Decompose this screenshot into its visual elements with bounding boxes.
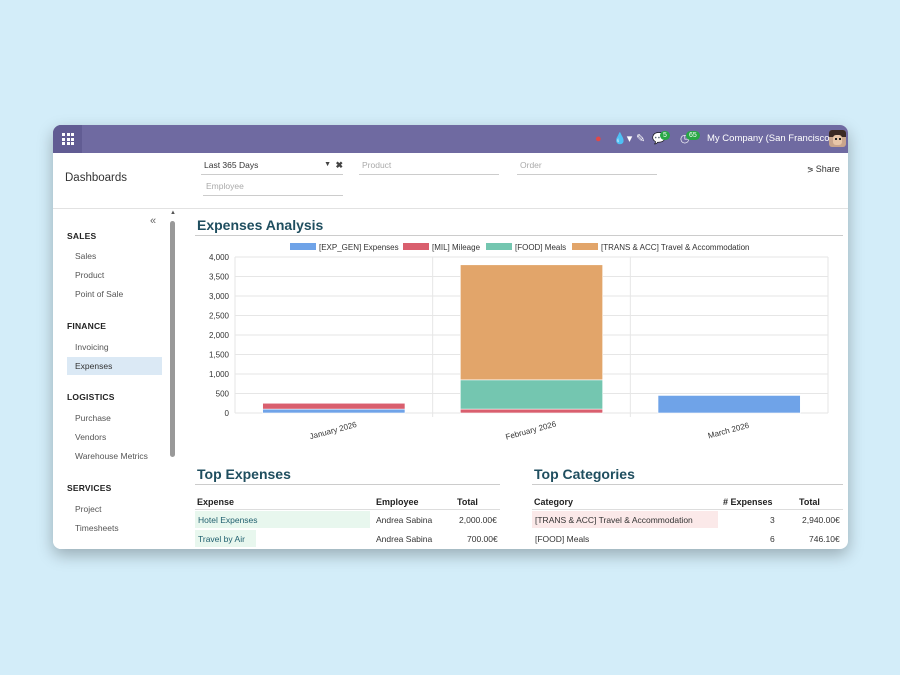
- product-filter[interactable]: Product: [359, 157, 499, 175]
- x-tick-label: February 2026: [505, 419, 558, 441]
- bar-segment: [460, 408, 603, 414]
- order-filter[interactable]: Order: [517, 157, 657, 175]
- category-name[interactable]: [FOOD] Meals: [535, 534, 590, 544]
- top-categories-title: Top Categories: [534, 466, 635, 482]
- legend-swatch: [572, 243, 598, 250]
- y-tick-label: 0: [225, 409, 230, 418]
- sidebar-section-sales: SALES: [67, 231, 97, 241]
- expense-total: 700.00€: [467, 534, 498, 544]
- category-share-bar: [532, 511, 718, 528]
- share-button[interactable]: ⪖ Share: [807, 164, 840, 174]
- legend-swatch: [486, 243, 512, 250]
- pencil-icon[interactable]: ✎: [636, 133, 646, 145]
- employee-name: Andrea Sabina: [376, 534, 433, 544]
- y-tick-label: 3,500: [209, 273, 230, 282]
- divider: [532, 509, 843, 510]
- sidebar-item-vendors[interactable]: Vendors: [75, 432, 107, 442]
- bar-segment: [262, 408, 406, 414]
- y-tick-label: 1,500: [209, 351, 230, 360]
- legend-swatch: [290, 243, 316, 250]
- sidebar-item-sales[interactable]: Sales: [75, 251, 97, 261]
- bug-icon[interactable]: ●: [595, 133, 602, 145]
- legend-label: [FOOD] Meals: [515, 243, 566, 252]
- legend-swatch: [403, 243, 429, 250]
- y-tick-label: 2,000: [209, 331, 230, 340]
- sidebar-item-expenses[interactable]: Expenses: [67, 357, 162, 375]
- sidebar-section-services: SERVICES: [67, 483, 112, 493]
- legend-label: [MIL] Mileage: [432, 243, 481, 252]
- category-name[interactable]: [TRANS & ACC] Travel & Accommodation: [535, 515, 693, 525]
- category-total: 746.10€: [809, 534, 840, 544]
- category-total: 2,940.00€: [802, 515, 840, 525]
- messages-count-badge: 5: [660, 131, 670, 140]
- column-header-expense-count[interactable]: # Expenses: [723, 497, 773, 507]
- sidebar-item-warehouse-metrics[interactable]: Warehouse Metrics: [75, 451, 148, 461]
- clock-icon[interactable]: ◷: [680, 133, 690, 145]
- sidebar-item-product[interactable]: Product: [75, 270, 105, 280]
- sidebar-item-project[interactable]: Project: [75, 504, 102, 514]
- y-tick-label: 1,000: [209, 370, 230, 379]
- close-icon[interactable]: ✖: [335, 160, 343, 170]
- expense-name[interactable]: Travel by Air: [198, 534, 245, 544]
- column-header-category[interactable]: Category: [534, 497, 574, 507]
- page-title: Dashboards: [65, 172, 128, 184]
- category-expense-count: 3: [770, 515, 775, 525]
- date-filter[interactable]: Last 365 Days ▼ ✖: [201, 157, 343, 175]
- divider: [195, 509, 500, 510]
- legend-label: [TRANS & ACC] Travel & Accommodation: [601, 243, 750, 252]
- x-tick-label: January 2026: [309, 420, 359, 441]
- share-icon: ⪖: [807, 165, 814, 174]
- category-expense-count: 6: [770, 534, 775, 544]
- top-navbar: ● 💧▾ ✎ 💬 5 ◷ 65 My Company (San Francisc…: [53, 125, 848, 153]
- sidebar-item-timesheets[interactable]: Timesheets: [75, 523, 119, 533]
- sidebar-scrollbar[interactable]: [170, 221, 175, 457]
- scroll-up-icon[interactable]: ▲: [170, 210, 176, 216]
- employee-filter[interactable]: Employee: [203, 178, 343, 196]
- control-panel: Dashboards Last 365 Days ▼ ✖ Product Ord…: [53, 153, 848, 209]
- sidebar-item-purchase[interactable]: Purchase: [75, 413, 111, 423]
- column-header-employee[interactable]: Employee: [376, 497, 419, 507]
- bar-segment: [657, 395, 801, 414]
- y-tick-label: 500: [216, 390, 230, 399]
- column-header-total[interactable]: Total: [457, 497, 478, 507]
- sidebar-item-point-of-sale[interactable]: Point of Sale: [75, 289, 124, 299]
- dashboard-content: Expenses Analysis [EXP_GEN] Expenses [MIL…: [178, 209, 848, 549]
- column-header-expense[interactable]: Expense: [197, 497, 235, 507]
- user-avatar[interactable]: [829, 130, 846, 147]
- apps-menu-button[interactable]: [53, 125, 82, 153]
- expense-name[interactable]: Hotel Expenses: [198, 515, 258, 525]
- expenses-analysis-title: Expenses Analysis: [197, 217, 324, 233]
- sidebar-section-finance: FINANCE: [67, 321, 107, 331]
- y-tick-label: 3,000: [209, 292, 230, 301]
- caret-down-icon[interactable]: ▼: [324, 161, 331, 168]
- divider: [195, 235, 843, 236]
- sidebar-item-invoicing[interactable]: Invoicing: [75, 342, 109, 352]
- sidebar-section-logistics: LOGISTICS: [67, 392, 115, 402]
- bar-segment: [460, 379, 603, 410]
- date-filter-value: Last 365 Days: [204, 160, 259, 170]
- expenses-analysis-chart: [EXP_GEN] Expenses [MIL] Mileage [FOOD] Me…: [209, 243, 829, 442]
- expense-total: 2,000.00€: [459, 515, 497, 525]
- legend-label: [EXP_GEN] Expenses: [319, 243, 399, 252]
- bar-segment: [460, 264, 603, 381]
- app-window: ● 💧▾ ✎ 💬 5 ◷ 65 My Company (San Francisc…: [53, 125, 848, 549]
- divider: [532, 484, 843, 485]
- bar-segment: [262, 402, 406, 410]
- activities-count-badge: 65: [686, 131, 700, 140]
- sidebar: « SALES Sales Product Point of Sale FINA…: [53, 209, 178, 549]
- employee-name: Andrea Sabina: [376, 515, 433, 525]
- divider: [195, 484, 500, 485]
- y-tick-label: 2,500: [209, 312, 230, 321]
- apps-grid-icon: [62, 133, 74, 145]
- x-tick-label: March 2026: [707, 421, 751, 441]
- expense-share-bar: [195, 530, 256, 547]
- expense-share-bar: [195, 511, 370, 528]
- y-tick-label: 4,000: [209, 253, 230, 262]
- collapse-sidebar-icon[interactable]: «: [150, 215, 157, 227]
- share-label: Share: [815, 164, 840, 174]
- column-header-total[interactable]: Total: [799, 497, 820, 507]
- top-expenses-title: Top Expenses: [197, 466, 291, 482]
- drop-icon[interactable]: 💧▾: [613, 133, 633, 145]
- company-switcher[interactable]: My Company (San Francisco): [707, 133, 833, 144]
